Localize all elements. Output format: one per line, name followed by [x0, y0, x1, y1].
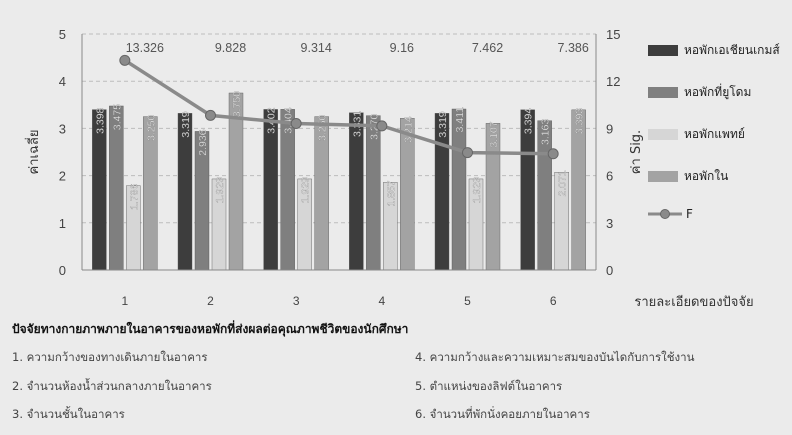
bar-value-labels: 3.398 3.319 3.402 3.331 3.319 3.3943.4752.936… — [94, 91, 586, 210]
f-value-label: 9.314 — [301, 41, 332, 55]
y2-tick-label: 15 — [606, 27, 620, 42]
y-tick-label: 4 — [59, 74, 66, 89]
legend-item-medical: หอพักแพทย์ — [648, 124, 745, 144]
x-tick-label: 2 — [207, 294, 214, 308]
legend-label: หอพักเอเชียนเกมส์ — [684, 42, 780, 57]
bar-value-label: 3.404 — [283, 107, 295, 133]
factor-item: 6. จำนวนที่พักนั่งคอยภายในอาคาร — [415, 407, 590, 421]
bar-value-label: 3.394 — [523, 108, 535, 134]
legend-swatch — [648, 128, 678, 140]
legend-label: หอพักใน — [684, 168, 729, 183]
legend-item-inner: หอพักใน — [648, 166, 728, 186]
x-tick-label: 1 — [121, 294, 128, 308]
bar-value-label: 3.475 — [111, 104, 123, 130]
x-tick-label: 3 — [293, 294, 300, 308]
bar-value-label: 1.929 — [214, 177, 226, 203]
bar-value-label: 3.214 — [402, 116, 414, 142]
y2-tick-label: 0 — [606, 263, 613, 278]
factor-item: 2. จำนวนห้องน้ำส่วนกลางภายในอาคาร — [12, 379, 212, 393]
bar-value-label: 1.857 — [385, 180, 397, 206]
y-tick-label: 5 — [59, 27, 66, 42]
x-tick-label: 6 — [550, 294, 557, 308]
legend-swatch — [648, 170, 678, 182]
legend-label: F — [686, 207, 693, 221]
bar-value-label: 3.398 — [94, 107, 106, 133]
y-tick-label: 2 — [59, 169, 66, 184]
x-tick-label: 4 — [378, 294, 385, 308]
bar-value-label: 3.750 — [231, 91, 243, 117]
combo-chart: 3.398 3.319 3.402 3.331 3.319 3.3943.4752.936… — [25, 27, 754, 310]
f-value-label: 7.386 — [558, 41, 589, 55]
f-point — [205, 109, 216, 121]
y-tick-label: 0 — [59, 263, 66, 278]
bar-value-label: 1.929 — [471, 177, 483, 203]
bar-value-label: 3.250 — [145, 114, 157, 140]
y2-tick-label: 6 — [606, 169, 613, 184]
factor-item: 1. ความกว้างของทางเดินภายในอาคาร — [12, 350, 208, 364]
legend-item-asian-games: หอพักเอเชียนเกมส์ — [648, 40, 780, 60]
f-value-label: 7.462 — [472, 41, 503, 55]
factor-item: 3. จำนวนชั้นในอาคาร — [12, 407, 125, 421]
f-value-label: 9.16 — [390, 41, 414, 55]
bar-value-label: 3.319 — [437, 111, 449, 137]
x-axis-title: รายละเอียดของปัจจัย — [634, 294, 753, 310]
y2-tick-label: 3 — [606, 216, 613, 231]
bar-value-label: 3.107 — [488, 121, 500, 147]
bar-value-label: 3.319 — [180, 111, 192, 137]
f-point — [376, 120, 388, 132]
legend-label: หอพักที่ยูโดม — [684, 84, 752, 99]
y-tick-label: 1 — [59, 216, 66, 231]
f-point — [290, 117, 302, 129]
legend-line-marker — [648, 209, 682, 219]
y2-axis-title: ค่า Sig. — [629, 130, 644, 174]
legend-item-udome: หอพักที่ยูโดม — [648, 82, 751, 102]
legend-swatch — [648, 44, 678, 56]
f-value-label: 13.326 — [126, 41, 164, 55]
bar-value-label: 2.936 — [197, 129, 209, 155]
legend-swatch — [648, 86, 678, 98]
bar-value-label: 3.411 — [454, 107, 466, 133]
bar-value-label: 2.071 — [557, 170, 569, 196]
y2-tick-label: 12 — [606, 74, 620, 89]
bar-value-label: 3.393 — [574, 108, 586, 134]
bar-series — [92, 92, 586, 271]
y2-tick-label: 9 — [606, 121, 613, 136]
bar-value-label: 3.163 — [540, 119, 552, 145]
f-point — [462, 147, 473, 159]
y-axis-title: ค่าเฉลี่ย — [25, 130, 42, 175]
legend-label: หอพักแพทย์ — [684, 126, 745, 141]
bar-value-label: 1.929 — [300, 177, 312, 203]
x-tick-label: 5 — [464, 294, 471, 308]
bar-value-label: 3.250 — [317, 114, 329, 140]
f-point — [119, 54, 131, 66]
y-tick-label: 3 — [59, 121, 66, 136]
legend-item-f: F — [648, 204, 693, 224]
f-line — [123, 58, 554, 156]
f-point — [547, 148, 559, 160]
bar-value-label: 1.786 — [128, 184, 140, 210]
factor-item: 5. ตำแหน่งของลิฟต์ในอาคาร — [415, 379, 563, 393]
factors-title: ปัจจัยทางกายภาพภายในอาคารของหอพักที่ส่งผ… — [12, 322, 409, 336]
f-line-series: 13.326 9.828 9.314 9.16 7.462 7.386 — [119, 41, 589, 160]
factor-item: 4. ความกว้างและความเหมาะสมของบันไดกับการ… — [415, 350, 695, 364]
f-value-label: 9.828 — [215, 41, 246, 55]
